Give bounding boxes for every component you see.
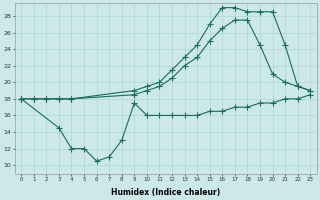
X-axis label: Humidex (Indice chaleur): Humidex (Indice chaleur) (111, 188, 220, 197)
